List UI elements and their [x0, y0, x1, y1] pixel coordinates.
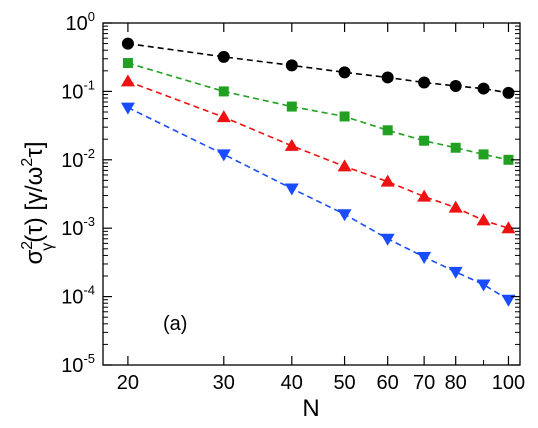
- y-tick-label: 10-3: [61, 214, 95, 240]
- series-1-circle-marker: [477, 82, 490, 95]
- y-tick-label: 10-4: [61, 283, 95, 309]
- series-4-triangle-down-marker: [501, 294, 516, 307]
- y-tick-label-exponent: -4: [83, 283, 95, 298]
- series-4-triangle-down-marker: [120, 102, 135, 115]
- x-tick-label: 30: [213, 372, 235, 394]
- series-3-triangle-up-marker: [120, 74, 135, 87]
- series-1-circle-marker: [217, 50, 230, 63]
- y-axis-label-sub: γ: [39, 243, 56, 251]
- series-3-triangle-up-marker: [501, 221, 516, 234]
- svg-text:σ2γ(τ) [γ/ω2τ]: σ2 γ(τ) [γ/ω2τ]: [19, 142, 56, 265]
- series-2-square-marker: [122, 58, 133, 69]
- series-3-triangle-up-marker: [476, 213, 491, 226]
- series-2-fit-line: [127, 62, 509, 161]
- y-axis-label-sup: 2: [19, 241, 36, 250]
- y-axis-label: σ2 γ(τ) [γ/ω2τ]: [19, 142, 56, 265]
- y-tick-label-exponent: 0: [88, 9, 95, 24]
- axis-ticks: [103, 22, 520, 366]
- series-4-triangle-down-marker: [476, 279, 491, 292]
- panel-label: (a): [163, 313, 187, 335]
- series-4-triangle-down-marker: [337, 209, 352, 222]
- series-1-circle-marker: [418, 76, 431, 89]
- series-2-square-marker: [382, 125, 393, 136]
- series-3-triangle-up-marker: [448, 200, 463, 213]
- y-tick-label: 10-1: [61, 77, 95, 103]
- series-3-triangle-up-marker: [417, 189, 432, 202]
- plot-frame: [102, 22, 521, 366]
- x-axis-label: N: [302, 395, 319, 422]
- y-tick-label-exponent: -5: [83, 351, 95, 366]
- series-1-circle-marker: [285, 59, 298, 72]
- series-1-circle-marker: [338, 66, 351, 79]
- x-tick-label: 60: [377, 372, 399, 394]
- series-4-triangle-down-marker: [380, 233, 395, 246]
- y-axis-label-rest-close: τ]: [21, 142, 48, 158]
- series-2-square-marker: [503, 154, 514, 165]
- series-2-square-marker: [419, 135, 430, 146]
- x-tick-label: 70: [413, 372, 435, 394]
- series-4-triangle-down-marker: [448, 266, 463, 279]
- series-4-triangle-down-marker: [417, 251, 432, 264]
- x-tick-label: 100: [492, 372, 525, 394]
- series-3-triangle-up-marker: [380, 174, 395, 187]
- y-axis-label-rest-open: (τ) [γ/ω: [21, 167, 48, 243]
- series-4-triangle-down-marker: [216, 149, 231, 162]
- y-tick-label: 10-2: [61, 146, 95, 172]
- y-tick-label-base: 10: [61, 355, 83, 377]
- series-1-circle-marker: [121, 37, 134, 50]
- x-tick-label: 20: [117, 372, 139, 394]
- y-tick-label-exponent: -1: [83, 77, 95, 92]
- x-tick-label: 80: [445, 372, 467, 394]
- y-tick-label-base: 10: [61, 81, 83, 103]
- series-3-triangle-up-marker: [216, 110, 231, 123]
- y-tick-label: 100: [66, 9, 95, 35]
- x-tick-label: 40: [281, 372, 303, 394]
- series-3-triangle-up-marker: [337, 159, 352, 172]
- x-tick-label: 50: [333, 372, 355, 394]
- data-markers: [120, 37, 516, 307]
- series-3-triangle-up-marker: [284, 138, 299, 151]
- y-tick-label-base: 10: [66, 13, 88, 35]
- series-3-fit-line: [127, 80, 509, 229]
- y-tick-label-exponent: -2: [83, 146, 95, 161]
- y-tick-label-base: 10: [61, 218, 83, 240]
- series-1-circle-marker: [502, 86, 515, 99]
- series-1-circle-marker: [449, 79, 462, 92]
- series-2-square-marker: [218, 86, 229, 97]
- y-tick-label-base: 10: [61, 150, 83, 172]
- series-1-circle-marker: [381, 71, 394, 84]
- y-tick-label: 10-5: [61, 351, 95, 377]
- y-axis-label-rest-sup: 2: [19, 158, 36, 167]
- y-axis-label-main: σ: [21, 250, 48, 265]
- series-2-square-marker: [450, 142, 461, 153]
- series-4-triangle-down-marker: [284, 183, 299, 196]
- series-2-square-marker: [478, 149, 489, 160]
- series-2-square-marker: [286, 101, 297, 112]
- y-tick-label-base: 10: [61, 287, 83, 309]
- series-2-square-marker: [339, 111, 350, 122]
- y-tick-label-exponent: -3: [83, 214, 95, 229]
